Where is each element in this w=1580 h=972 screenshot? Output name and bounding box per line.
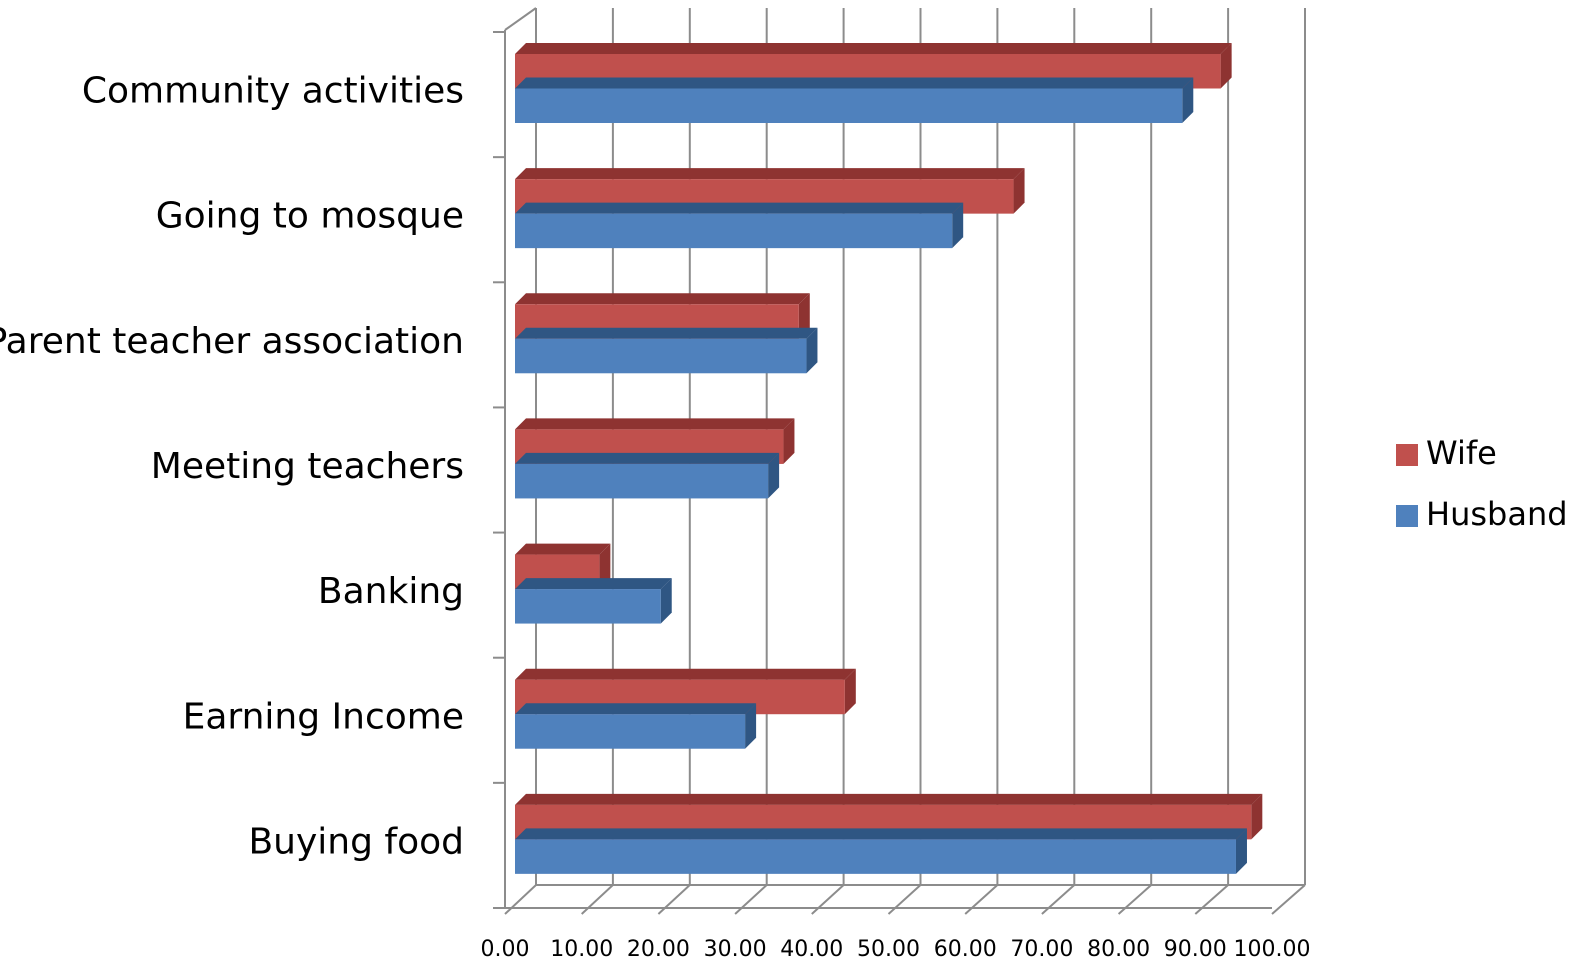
floor-line (734, 884, 768, 915)
left-wall-top (504, 7, 537, 31)
bar-top (515, 828, 1247, 840)
bar-top (515, 703, 757, 715)
bar (515, 338, 807, 374)
bar-top (515, 578, 672, 590)
bar (515, 213, 953, 249)
category-label: Community activities (82, 71, 464, 112)
floor-line (657, 884, 691, 915)
bar-top (515, 77, 1194, 89)
x-tick-label: 10.00 (550, 937, 613, 962)
bar (515, 839, 1236, 874)
legend-label: Wife (1426, 434, 1497, 472)
x-tick-label: 40.00 (780, 937, 843, 962)
bar-top (515, 327, 818, 339)
category-label: Going to mosque (156, 196, 464, 237)
bar-side (1220, 43, 1232, 89)
floor-line (1194, 884, 1229, 915)
bar-side (1235, 828, 1247, 874)
category-label: Parent teacher association (0, 321, 464, 362)
bar-side (798, 293, 810, 339)
bar-side (844, 668, 856, 715)
bar-top (515, 668, 856, 680)
floor-line (1041, 884, 1075, 915)
floor-line (1271, 884, 1306, 915)
bar (515, 88, 1183, 123)
category-label: Banking (318, 571, 464, 612)
bar (515, 463, 769, 499)
floor-line (964, 884, 999, 915)
x-tick-label: 80.00 (1087, 937, 1150, 962)
bar-top (515, 543, 611, 555)
bar-top (515, 452, 780, 464)
bar-top (515, 202, 964, 214)
x-tick-label: 100.00 (1234, 937, 1311, 962)
x-tick-label: 90.00 (1164, 937, 1227, 962)
x-tick-label: 20.00 (627, 937, 690, 962)
x-tick-label: 60.00 (934, 937, 997, 962)
bar-top (515, 293, 810, 305)
legend-swatch (1396, 444, 1418, 466)
bar-side (1182, 77, 1194, 123)
floor-line (1117, 884, 1152, 915)
legend-swatch (1396, 505, 1418, 527)
legend-label: Husband (1426, 495, 1568, 533)
bar-side (806, 327, 818, 374)
x-tick-label: 30.00 (704, 937, 767, 962)
bar-side (1013, 168, 1025, 214)
bar (515, 589, 661, 624)
x-tick-label: 0.00 (481, 937, 530, 962)
floor-line (581, 884, 614, 915)
bar-top (515, 43, 1232, 54)
bar-side (660, 578, 672, 624)
floor-line (811, 884, 845, 915)
bar-side (1251, 793, 1263, 840)
bar (515, 714, 746, 749)
category-label: Buying food (248, 821, 464, 862)
category-label: Meeting teachers (151, 446, 464, 487)
bar-side (599, 543, 611, 590)
bar-top (515, 418, 795, 430)
x-tick-label: 50.00 (857, 937, 920, 962)
category-label: Earning Income (183, 696, 464, 737)
bar-side (768, 452, 780, 499)
floor-line (887, 884, 922, 915)
bar-side (952, 202, 964, 249)
bar-side (783, 418, 795, 464)
floor-line (504, 884, 537, 915)
x-tick-label: 70.00 (1010, 937, 1073, 962)
bar-side (745, 703, 757, 749)
bar-top (515, 168, 1025, 180)
bar-top (515, 793, 1263, 805)
